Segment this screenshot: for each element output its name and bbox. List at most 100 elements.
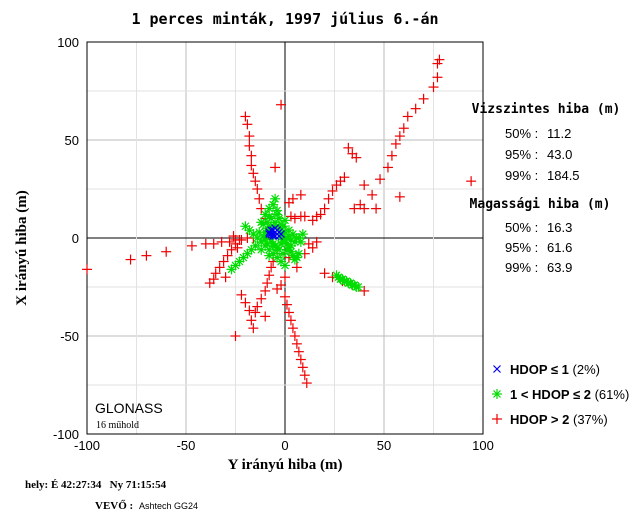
y-axis-label: X irányú hiba (m) [14,190,30,305]
data-point [262,217,273,228]
data-point [398,123,409,134]
data-point [285,211,296,222]
legend-percent-hdop-gt-2: (37%) [573,412,608,427]
data-point [270,162,281,173]
receiver-label: VEVŐ : [95,500,133,512]
data-point [256,293,267,304]
legend: HDOP ≤ 1 (2%) 1 < HDOP ≤ 2 (61%) HDOP > … [492,362,629,427]
data-point [240,111,251,122]
data-point [359,285,370,296]
data-point [186,240,197,251]
data-point [246,150,257,161]
data-point [281,299,292,310]
data-point [289,213,300,224]
legend-marker-plus-icon [492,414,502,424]
data-point [291,338,302,349]
data-point [386,150,397,161]
chart-title: 1 perces minták, 1997 július 6.-án [131,10,438,28]
legend-percent-hdop-le-1: (2%) [573,362,600,377]
data-point [432,58,443,69]
data-point [297,362,308,373]
legend-item-hdop-1-to-2: 1 < HDOP ≤ 2 (61%) [492,387,629,402]
svg-text:HDOP ≤ 1 (2%): HDOP ≤ 1 (2%) [510,362,600,377]
data-point [319,203,330,214]
data-point [214,262,225,273]
legend-label-hdop-1-to-2: 1 < HDOP ≤ 2 [510,387,591,402]
data-point [390,138,401,149]
data-point [260,285,271,296]
data-point [285,315,296,326]
data-point [234,234,245,245]
system-label: GLONASS [95,400,163,416]
y-tick-label: 100 [57,35,79,50]
data-point [280,260,290,271]
data-point [250,176,261,187]
data-point [141,250,152,261]
data-point [264,250,275,261]
series-1 [226,193,364,292]
data-point [274,213,285,224]
data-point [359,180,370,191]
data-point [224,236,235,247]
receiver-name: Ashtech GG24 [139,501,198,511]
data-point [244,140,255,151]
data-point [244,305,255,316]
data-point [432,72,443,83]
x-tick-label: 100 [472,438,494,453]
data-point [82,264,92,275]
y-axis-ticks: 100 50 0 -50 -100 [53,35,79,442]
data-point [371,203,382,214]
data-point [264,270,275,281]
data-point [262,238,273,249]
data-point [283,307,294,318]
location-text: hely: É 42:27:34 Ny 71:15:54 [25,479,167,491]
series-0 [265,224,285,240]
data-point [291,262,302,273]
data-point [240,221,251,232]
data-point [394,131,405,142]
vertical-95-label: 95% : [505,240,538,255]
data-point [323,193,334,204]
data-point [280,272,290,283]
legend-marker [492,414,502,424]
data-point [222,250,233,261]
data-point [299,211,310,222]
data-point [236,289,247,300]
data-point [125,254,136,265]
data-point [244,131,255,142]
horizontal-95-label: 95% : [505,147,538,162]
data-point [242,119,253,130]
data-point [280,291,290,302]
data-point [319,268,330,279]
svg-text:1 < HDOP ≤ 2 (61%): 1 < HDOP ≤ 2 (61%) [510,387,629,402]
data-point [359,203,370,214]
x-tick-label: 50 [377,438,391,453]
data-point [311,211,322,222]
horizontal-50-value: 11.2 [547,126,571,141]
data-point [277,230,285,239]
data-point [264,211,275,222]
vertical-50-label: 50% : [505,220,538,235]
data-point [230,331,241,341]
horizontal-99-label: 99% : [505,168,538,183]
data-point [349,203,360,214]
data-point [382,162,393,173]
data-point [269,232,278,240]
data-point [287,193,298,204]
data-point [410,103,421,114]
horizontal-95-value: 43.0 [547,147,572,162]
data-point [301,378,312,389]
data-point [240,297,251,308]
data-point [295,354,306,365]
x-axis-label: Y irányú hiba (m) [228,457,343,473]
x-tick-label: -100 [74,438,100,453]
data-point [418,93,429,104]
data-point [295,189,306,200]
data-point [161,246,172,257]
data-point [343,142,354,153]
plot-area [86,41,484,435]
y-tick-label: 50 [65,133,79,148]
data-point [250,307,261,318]
data-point [367,189,378,200]
horizontal-99-value: 184.5 [547,168,580,183]
